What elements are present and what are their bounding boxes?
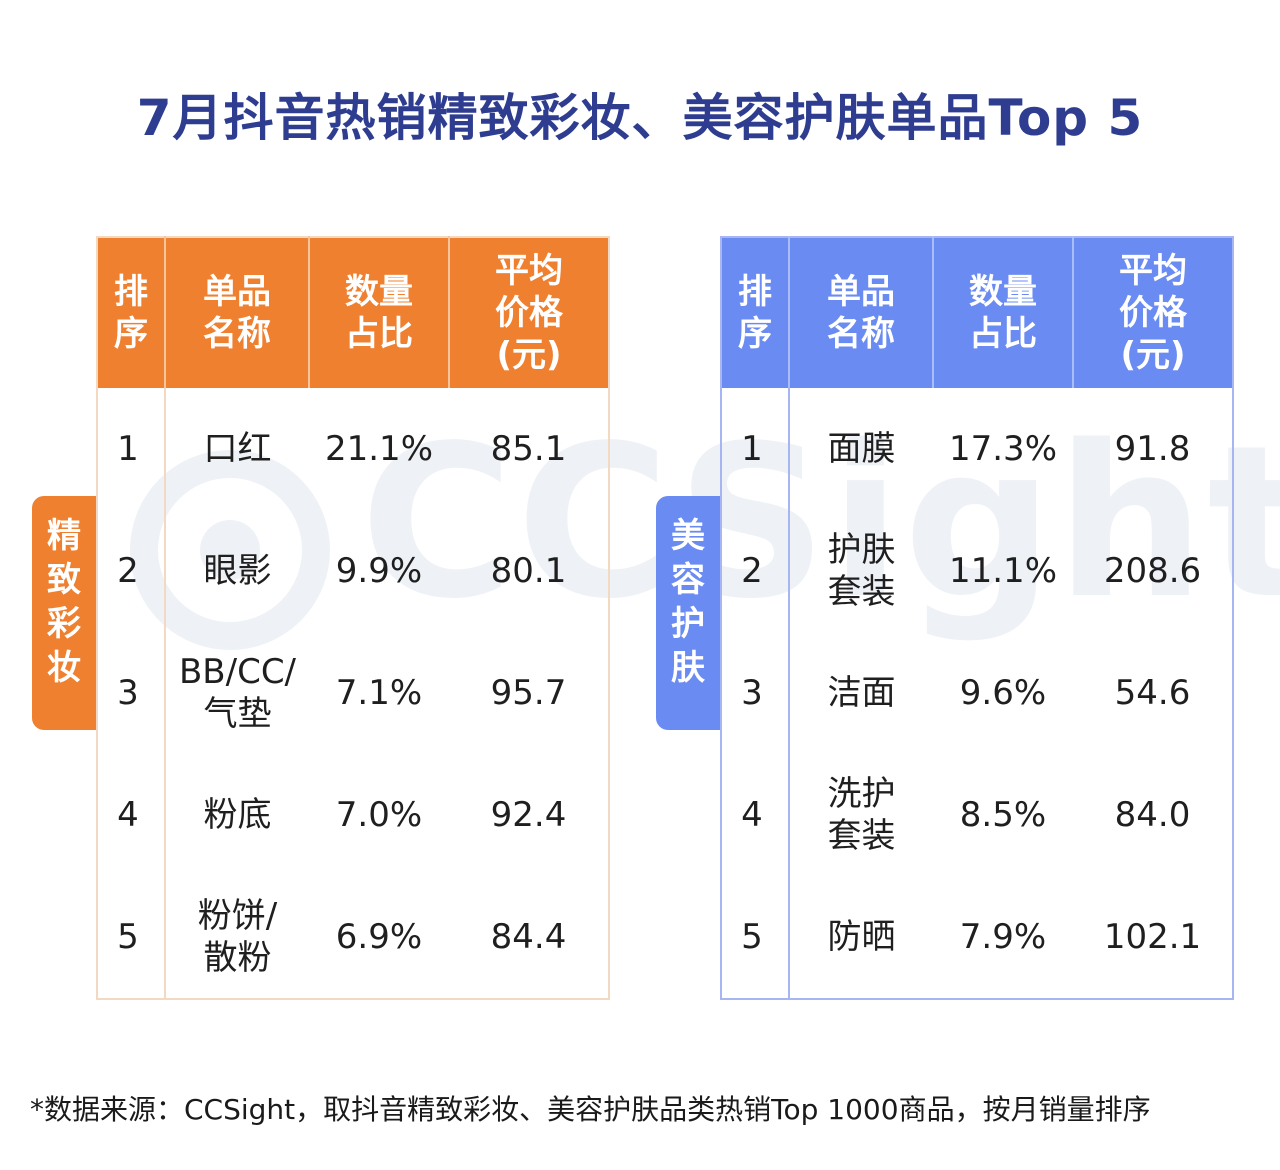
rank-cell: 2	[721, 510, 790, 632]
share-cell: 6.9%	[335, 917, 423, 957]
makeup-header-row: 排 序 单品 名称 数量 占比 平均 价格 (元)	[97, 237, 609, 388]
item-name-cell: 护肤 套装	[827, 530, 896, 612]
table-row: 3 洁面 9.6% 54.6	[721, 632, 1233, 754]
rank-cell: 4	[97, 754, 166, 876]
item-name-cell: 粉饼/ 散粉	[197, 896, 278, 978]
rank-cell: 2	[97, 510, 166, 632]
share-cell: 17.3%	[948, 429, 1057, 469]
table-row: 4 洗护 套装 8.5% 84.0	[721, 754, 1233, 876]
item-name-cell: 口红	[203, 429, 272, 469]
header-item-name: 单品 名称	[164, 237, 309, 388]
table-row: 4 粉底 7.0% 92.4	[97, 754, 609, 876]
header-share: 数量 占比	[308, 237, 449, 388]
skincare-category-tag: 美 容 护 肤	[656, 496, 720, 730]
table-row: 2 护肤 套装 11.1% 208.6	[721, 510, 1233, 632]
avg-price-cell: 85.1	[490, 429, 567, 469]
avg-price-cell: 208.6	[1103, 551, 1202, 591]
share-cell: 9.9%	[335, 551, 423, 591]
rank-cell: 5	[721, 876, 790, 999]
rank-cell: 3	[721, 632, 790, 754]
avg-price-cell: 80.1	[490, 551, 567, 591]
item-name-cell: 防晒	[827, 917, 896, 957]
avg-price-cell: 95.7	[490, 673, 567, 713]
avg-price-cell: 84.0	[1114, 795, 1191, 835]
item-name-cell: 洗护 套装	[827, 774, 896, 856]
item-name-cell: BB/CC/ 气垫	[178, 652, 297, 734]
avg-price-cell: 91.8	[1114, 429, 1191, 469]
skincare-header-row: 排 序 单品 名称 数量 占比 平均 价格 (元)	[721, 237, 1233, 388]
header-item-name: 单品 名称	[788, 237, 933, 388]
avg-price-cell: 54.6	[1114, 673, 1191, 713]
header-share: 数量 占比	[932, 237, 1073, 388]
table-row: 3 BB/CC/ 气垫 7.1% 95.7	[97, 632, 609, 754]
makeup-table-body: 1 口红 21.1% 85.1 2 眼影 9.9% 80.1 3 BB/CC/ 气垫 7.1% 95.…	[97, 388, 609, 999]
share-cell: 9.6%	[959, 673, 1047, 713]
avg-price-cell: 92.4	[490, 795, 567, 835]
item-name-cell: 粉底	[203, 795, 272, 835]
table-row: 5 粉饼/ 散粉 6.9% 84.4	[97, 876, 609, 999]
avg-price-cell: 102.1	[1103, 917, 1202, 957]
source-footnote: *数据来源：CCSight，取抖音精致彩妆、美容护肤品类热销Top 1000商品…	[30, 1093, 1151, 1126]
share-cell: 11.1%	[948, 551, 1057, 591]
item-name-cell: 眼影	[203, 551, 272, 591]
avg-price-cell: 84.4	[490, 917, 567, 957]
item-name-cell: 面膜	[827, 429, 896, 469]
makeup-table: 排 序 单品 名称 数量 占比 平均 价格 (元) 1 口红 21.1% 85.1 2 眼…	[96, 236, 610, 1000]
table-row: 5 防晒 7.9% 102.1	[721, 876, 1233, 999]
table-row: 2 眼影 9.9% 80.1	[97, 510, 609, 632]
share-cell: 21.1%	[324, 429, 433, 469]
header-avg-price: 平均 价格 (元)	[448, 237, 609, 388]
rank-cell: 5	[97, 876, 166, 999]
share-cell: 8.5%	[959, 795, 1047, 835]
skincare-table: 排 序 单品 名称 数量 占比 平均 价格 (元) 1 面膜 17.3% 91.8 2 护…	[720, 236, 1234, 1000]
header-rank: 排 序	[721, 237, 789, 388]
rank-cell: 1	[97, 388, 166, 510]
table-row: 1 面膜 17.3% 91.8	[721, 388, 1233, 510]
rank-cell: 4	[721, 754, 790, 876]
share-cell: 7.1%	[335, 673, 423, 713]
share-cell: 7.9%	[959, 917, 1047, 957]
rank-cell: 1	[721, 388, 790, 510]
header-rank: 排 序	[97, 237, 165, 388]
makeup-category-tag: 精 致 彩 妆	[32, 496, 96, 730]
skincare-table-body: 1 面膜 17.3% 91.8 2 护肤 套装 11.1% 208.6 3 洁面 9.6% 54.6 4…	[721, 388, 1233, 999]
share-cell: 7.0%	[335, 795, 423, 835]
item-name-cell: 洁面	[827, 673, 896, 713]
rank-cell: 3	[97, 632, 166, 754]
page-title: 7月抖音热销精致彩妆、美容护肤单品Top 5	[136, 89, 1144, 147]
table-row: 1 口红 21.1% 85.1	[97, 388, 609, 510]
header-avg-price: 平均 价格 (元)	[1072, 237, 1233, 388]
